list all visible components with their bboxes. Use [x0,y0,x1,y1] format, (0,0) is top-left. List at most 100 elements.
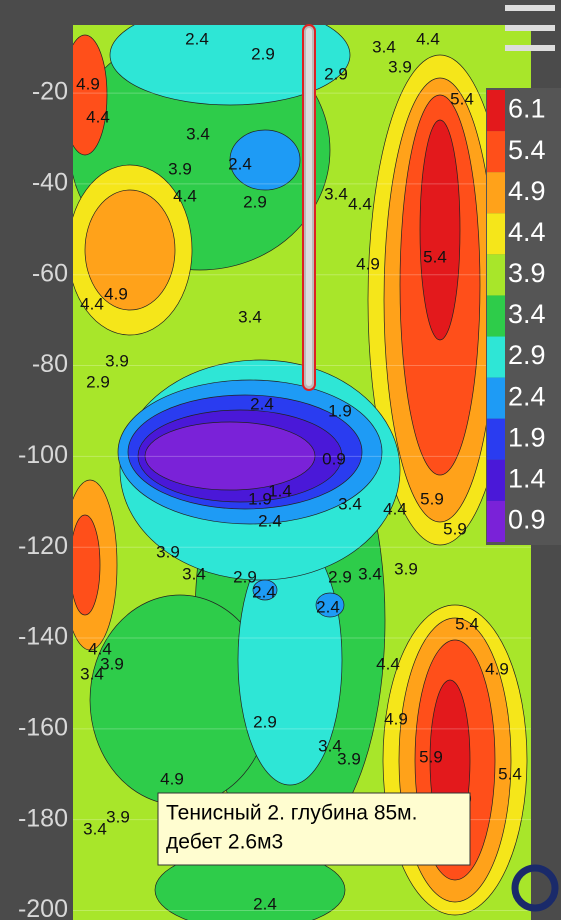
colorbar-swatch [487,213,505,255]
colorbar-swatch [487,459,505,501]
contour-label: 2.4 [253,894,277,913]
contour-label: 2.4 [250,394,274,413]
annotation-line: дебет 2.6м3 [166,831,283,854]
contour-label: 4.4 [86,107,110,126]
contour-region [315,592,345,618]
contour-label: 2.9 [253,712,277,731]
contour-label: 4.4 [348,194,372,213]
menu-bar [505,45,555,51]
colorbar-label: 4.9 [508,176,546,206]
contour-region [84,189,176,311]
contour-label: 4.9 [384,709,408,728]
contour-label: 2.4 [316,597,340,616]
contour-label: 3.4 [324,184,348,203]
menu-button[interactable] [505,5,555,51]
contour-label: 3.9 [105,351,129,370]
contour-region [73,34,108,156]
contour-label: 2.4 [258,511,282,530]
contour-label: 2.9 [86,372,110,391]
colorbar-label: 2.9 [508,340,546,370]
status-icon[interactable] [511,864,559,912]
y-tick-label: -180 [18,804,68,832]
contour-label: 4.4 [376,654,400,673]
colorbar-swatch [487,336,505,378]
contour-label: 3.4 [238,307,262,326]
contour-label: 5.9 [443,519,467,538]
contour-label: 3.4 [358,564,382,583]
annotation-box: Тенисный 2. глубина 85м. дебет 2.6м3 [157,792,471,866]
contour-label: 2.9 [324,64,348,83]
contour-label: 3.4 [338,494,362,513]
colorbar-label: 3.9 [508,258,546,288]
contour-label: 5.9 [419,747,443,766]
colorbar: 6.1 5.4 4.9 4.4 3.9 3.4 2.9 2.4 1.9 1.4 0.9 [486,88,561,545]
contour-label: 2.9 [251,44,275,63]
colorbar-label: 6.1 [508,94,546,124]
contour-label: 3.9 [337,749,361,768]
contour-label: 4.9 [356,254,380,273]
contour-label: 4.4 [88,639,112,658]
annotation-line: Тенисный 2. глубина 85м. [166,802,417,825]
colorbar-swatch [487,131,505,173]
contour-label: 5.4 [498,764,522,783]
colorbar-swatch [487,500,505,542]
contour-label: 3.4 [318,736,342,755]
colorbar-label: 4.4 [508,217,546,247]
contour-label: 4.9 [485,659,509,678]
y-tick-label: -100 [18,441,68,469]
contour-label: 4.4 [80,294,104,313]
y-tick-label: -140 [18,623,68,651]
annotation-frame [157,792,471,866]
menu-bar [505,5,555,11]
well-core [306,28,312,386]
contour-label: 3.4 [80,664,104,683]
well [302,24,316,391]
colorbar-swatch [487,172,505,214]
menu-bar [505,25,555,31]
contour-region [73,514,101,616]
contour-label: 1.9 [328,401,352,420]
contour-label: 3.9 [394,559,418,578]
colorbar-swatch [487,377,505,419]
contour-label: 3.4 [83,819,107,838]
contour-label: 5.4 [455,614,479,633]
colorbar-label: 1.9 [508,422,546,452]
contour-label: 2.9 [328,567,352,586]
contour-region [419,119,461,341]
y-tick-label: -160 [18,713,68,741]
y-tick-label: -120 [18,532,68,560]
colorbar-swatch [487,295,505,337]
colorbar-swatch [487,90,505,132]
contour-label: 3.9 [100,654,124,673]
contour-region [109,25,351,106]
colorbar-swatch [487,254,505,296]
contour-label: 2.4 [228,154,252,173]
contour-label: 5.9 [420,489,444,508]
contour-label: 5.4 [423,247,447,266]
y-tick-label: -200 [18,895,68,920]
colorbar-label: 3.4 [508,299,546,329]
contour-label: 1.9 [248,489,272,508]
contour-region [144,421,316,491]
contour-label: 0.9 [322,449,346,468]
contour-label: 5.4 [450,89,474,108]
colorbar-label: 0.9 [508,505,546,535]
y-tick-label: -80 [32,350,68,378]
contour-region [229,129,301,191]
y-tick-label: -40 [32,169,68,197]
contour-label: 3.4 [182,564,206,583]
contour-label: 3.9 [106,807,130,826]
contour-label: 4.4 [416,29,440,48]
y-tick-label: -20 [32,78,68,106]
contour-label: 3.9 [168,159,192,178]
contour-label: 3.4 [186,124,210,143]
contour-label: 2.4 [185,29,209,48]
contour-label: 3.9 [156,542,180,561]
contour-label: 4.9 [104,284,128,303]
y-tick-label: -60 [32,259,68,287]
colorbar-label: 2.4 [508,381,546,411]
contour-label: 4.4 [383,499,407,518]
contour-field [73,25,531,920]
contour-label: 4.9 [76,74,100,93]
